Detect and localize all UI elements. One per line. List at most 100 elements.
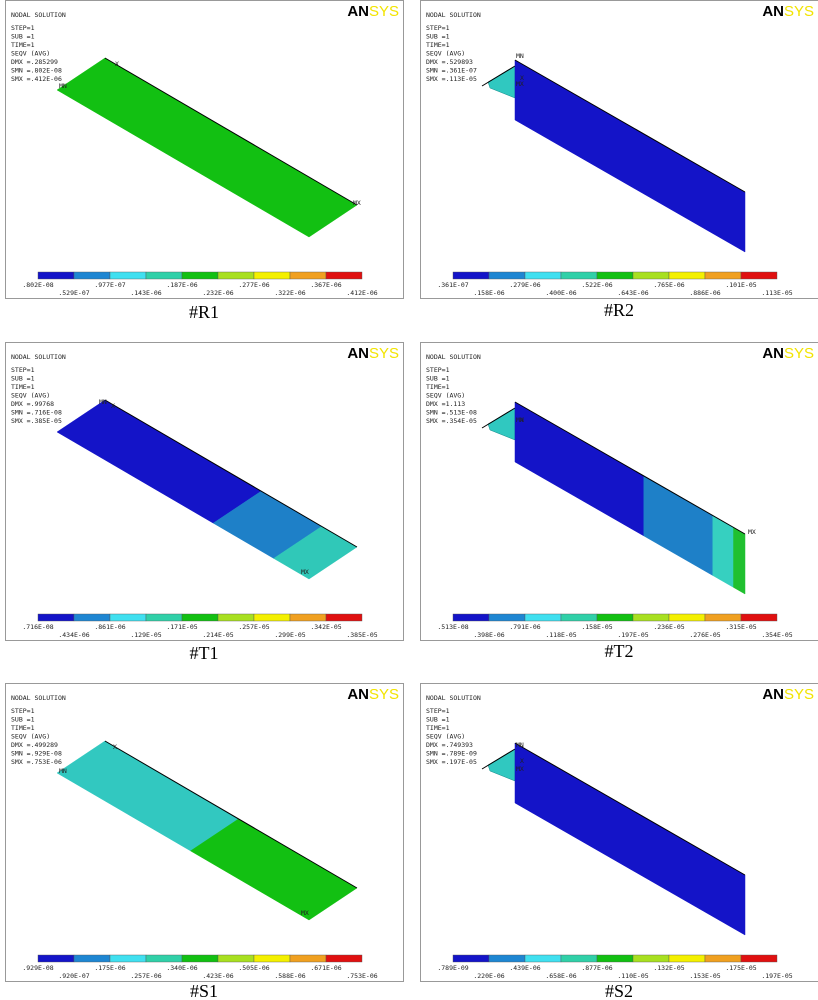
legend-swatch — [181, 954, 219, 963]
info-line: SMN =.789E-09 — [426, 750, 477, 758]
axis-marker: X — [520, 757, 524, 765]
caption: #S1 — [190, 981, 218, 1000]
mx-marker: MX — [516, 765, 524, 773]
legend-swatch — [452, 271, 490, 280]
info-line: SMN =.929E-08 — [11, 750, 62, 758]
legend-swatch — [740, 613, 778, 622]
panel-title: NODAL SOLUTION — [426, 11, 481, 19]
legend-swatch — [488, 613, 526, 622]
info-line: DMX =.499289 — [11, 741, 58, 749]
legend-swatch — [596, 271, 634, 280]
info-line: SMX =.113E-05 — [426, 75, 477, 83]
info-line: SMN =.802E-08 — [11, 67, 62, 75]
legend-swatch — [524, 954, 562, 963]
logo-an: AN — [762, 3, 784, 20]
plate-edge — [514, 59, 746, 193]
legend-label: .236E-05 — [653, 623, 684, 631]
legend-swatch — [668, 613, 706, 622]
legend-label: .257E-06 — [130, 972, 161, 980]
axis-marker: X — [520, 74, 524, 82]
info-line: SUB =1 — [426, 716, 450, 724]
info-line: SEQV (AVG) — [11, 733, 50, 741]
plate-edge — [104, 740, 358, 889]
legend-swatch — [109, 271, 147, 280]
info-line: SMN =.513E-08 — [426, 409, 477, 417]
tab-edge — [481, 65, 516, 87]
legend-swatch — [704, 954, 742, 963]
legend-swatch — [452, 954, 490, 963]
legend-label: .977E-07 — [94, 281, 125, 289]
legend-label: .423E-06 — [202, 972, 233, 980]
legend-label: .886E-06 — [689, 289, 720, 297]
info-line: SEQV (AVG) — [426, 50, 465, 58]
legend-label: .920E-07 — [58, 972, 89, 980]
logo-sys: SYS — [369, 686, 399, 703]
mn-marker: MN — [99, 398, 107, 406]
caption: #T1 — [190, 643, 219, 663]
legend-swatch — [668, 271, 706, 280]
ansys-logo: ANSYS — [347, 345, 399, 362]
legend-label: .439E-06 — [509, 964, 540, 972]
info-line: STEP=1 — [11, 24, 35, 32]
axis-marker: X — [520, 416, 524, 424]
logo-an: AN — [347, 345, 369, 362]
legend-swatch — [109, 613, 147, 622]
legend-swatch — [596, 613, 634, 622]
panel-title: NODAL SOLUTION — [11, 353, 66, 361]
panel-title: NODAL SOLUTION — [11, 11, 66, 19]
caption: #S2 — [605, 981, 633, 1000]
info-line: SMX =.385E-05 — [11, 417, 62, 425]
legend-label: .753E-06 — [346, 972, 377, 980]
logo-sys: SYS — [784, 345, 814, 362]
tab-edge — [481, 748, 516, 770]
legend-label: .175E-06 — [94, 964, 125, 972]
mx-marker: MX — [748, 528, 756, 536]
legend-swatch — [217, 271, 255, 280]
legend-swatch — [325, 613, 363, 622]
logo-sys: SYS — [784, 3, 814, 20]
legend-swatch — [488, 271, 526, 280]
info-line: TIME=1 — [11, 41, 35, 49]
legend-label: .434E-06 — [58, 631, 89, 639]
panel-title: NODAL SOLUTION — [426, 353, 481, 361]
legend-swatch — [109, 954, 147, 963]
legend-swatch — [289, 613, 327, 622]
legend-label: .197E-05 — [617, 631, 648, 639]
legend-swatch — [217, 613, 255, 622]
legend-swatch — [253, 954, 291, 963]
legend-label: .658E-06 — [545, 972, 576, 980]
legend-swatch — [740, 271, 778, 280]
logo-an: AN — [762, 345, 784, 362]
mx-marker: MX — [301, 909, 309, 917]
legend-swatch — [289, 954, 327, 963]
legend-swatch — [145, 954, 183, 963]
legend-label: .671E-06 — [310, 964, 341, 972]
info-line: DMX =.99768 — [11, 400, 54, 408]
legend-swatch — [37, 271, 75, 280]
legend-label: .187E-06 — [166, 281, 197, 289]
ansys-logo: ANSYS — [762, 3, 814, 20]
info-line: STEP=1 — [11, 707, 35, 715]
panel-title: NODAL SOLUTION — [426, 694, 481, 702]
legend-label: .340E-06 — [166, 964, 197, 972]
caption: #R2 — [604, 300, 634, 320]
legend-label: .367E-06 — [310, 281, 341, 289]
legend-label: .153E-05 — [689, 972, 720, 980]
axis-marker: X — [111, 402, 115, 410]
info-line: TIME=1 — [426, 724, 450, 732]
legend-label: .929E-08 — [22, 964, 53, 972]
caption: #R1 — [189, 302, 219, 322]
info-line: SUB =1 — [11, 716, 35, 724]
logo-sys: SYS — [784, 686, 814, 703]
info-line: SUB =1 — [11, 375, 35, 383]
legend-label: .765E-06 — [653, 281, 684, 289]
plate-edge — [514, 742, 746, 876]
axis-marker: X — [113, 743, 117, 751]
legend-label: .789E-09 — [437, 964, 468, 972]
legend-swatch — [37, 954, 75, 963]
plate-edge — [104, 399, 358, 548]
legend-swatch — [740, 954, 778, 963]
